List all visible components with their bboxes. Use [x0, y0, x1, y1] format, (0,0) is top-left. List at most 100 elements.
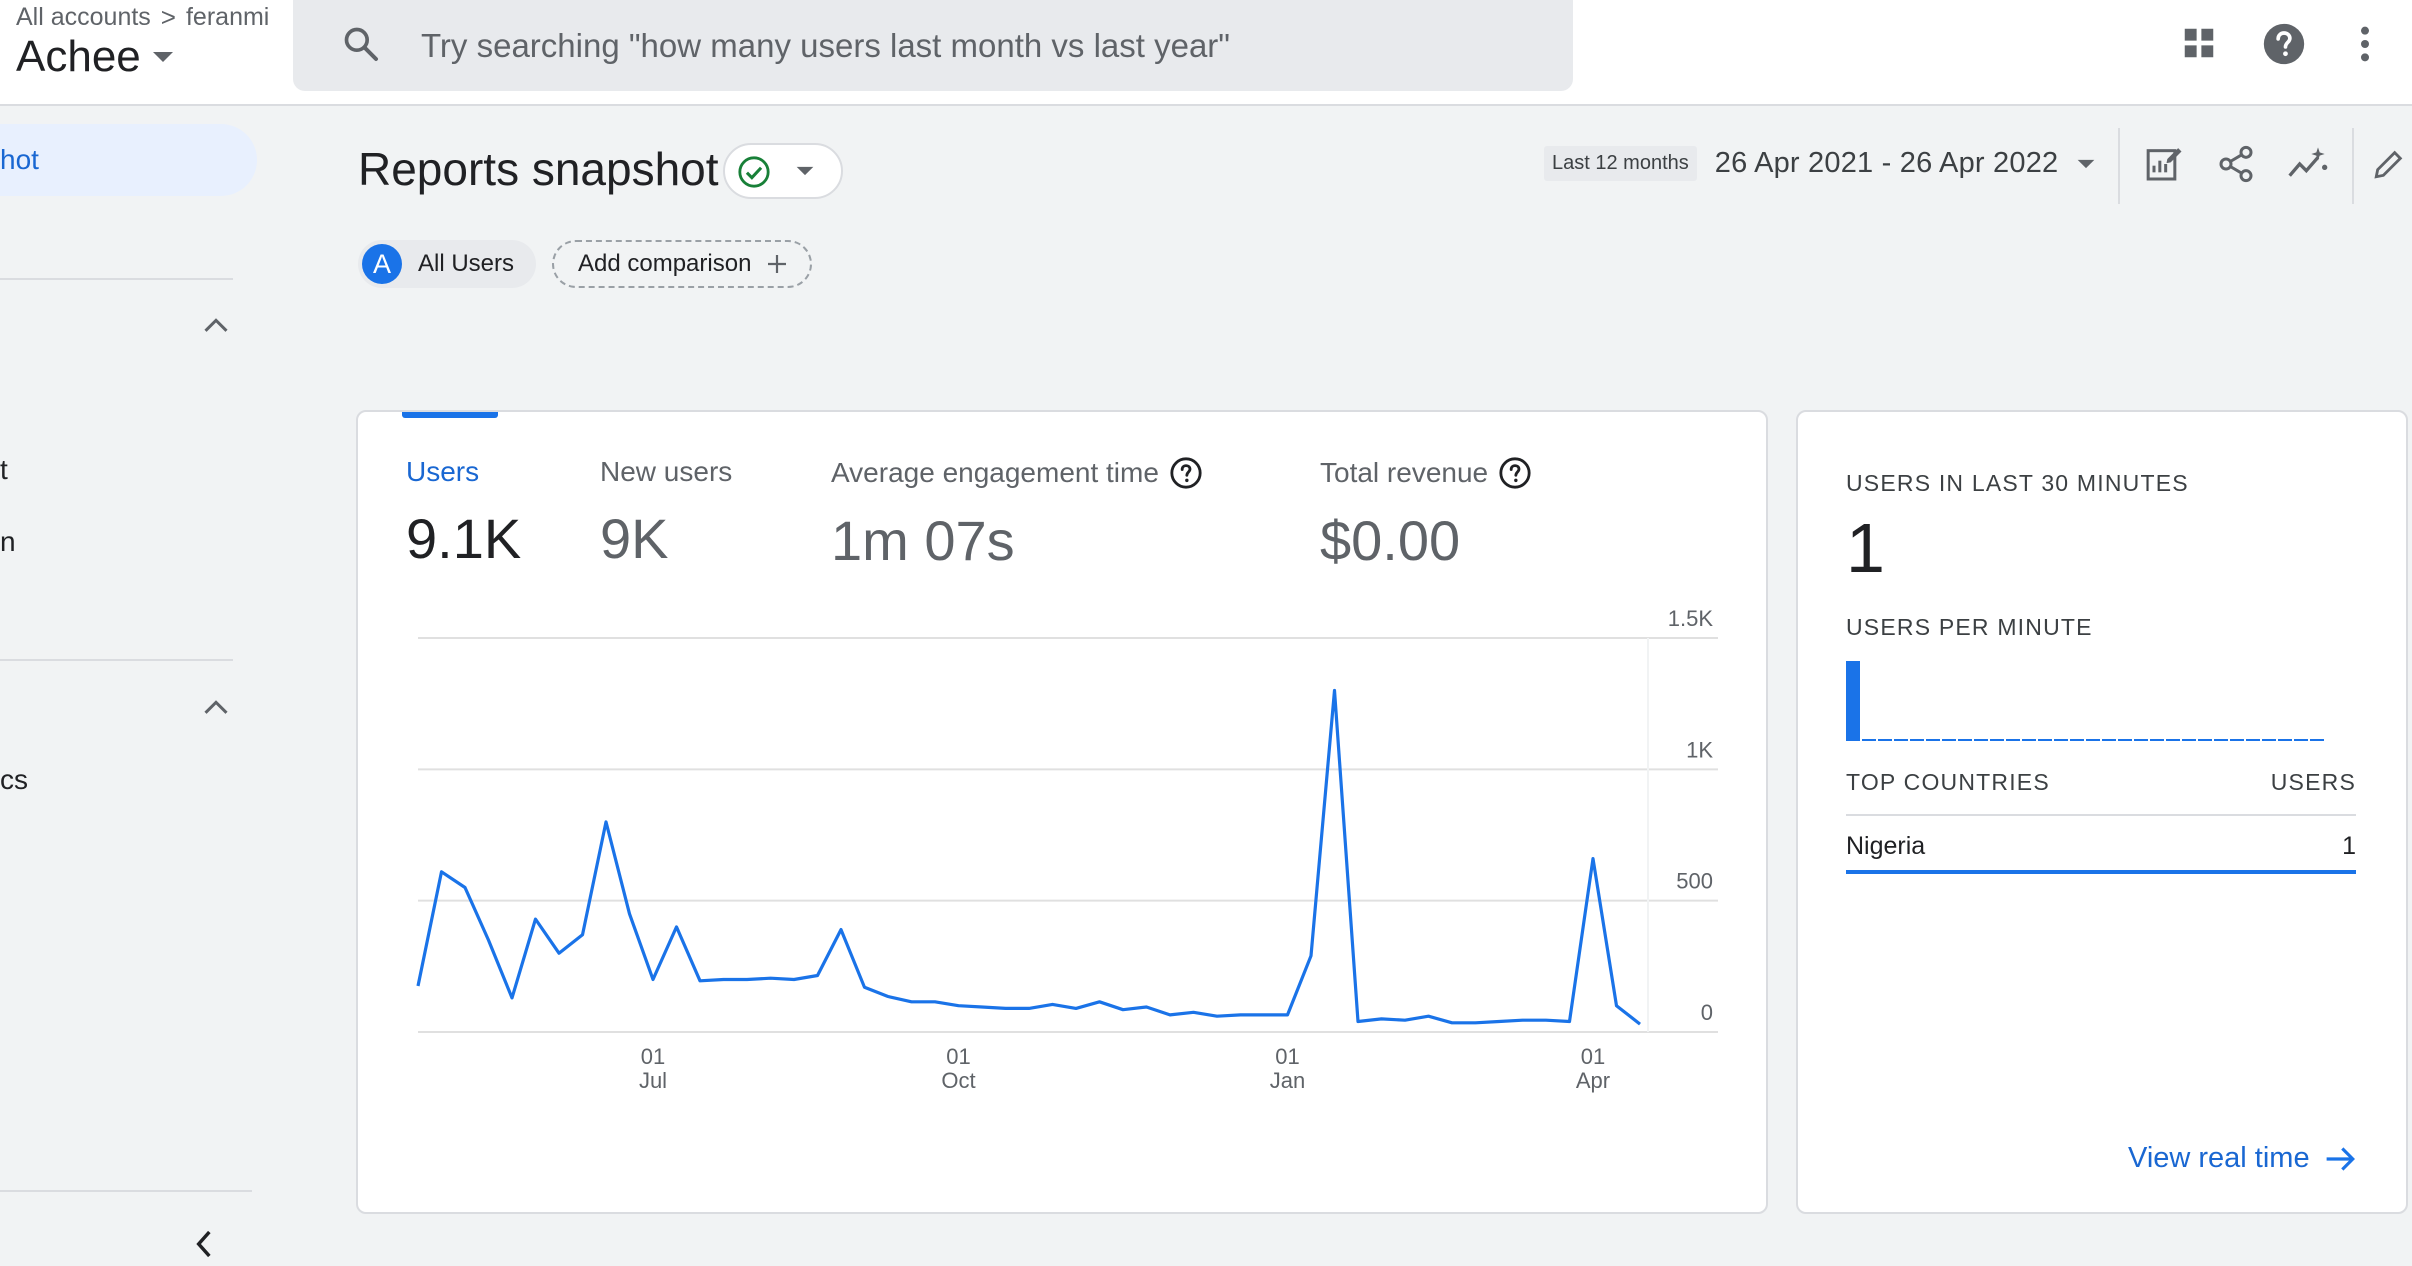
per-minute-bar	[1942, 739, 1956, 741]
property-selector[interactable]: Achee	[16, 32, 175, 82]
metric-tab-engagement-time[interactable]: Average engagement time 1m 07s	[831, 456, 1203, 573]
users-per-minute-chart	[1846, 661, 2324, 741]
per-minute-bar	[1862, 739, 1876, 741]
per-minute-bar	[2086, 739, 2100, 741]
per-minute-bar	[2214, 739, 2228, 741]
breadcrumb[interactable]: All accounts > feranmi	[16, 2, 269, 33]
breadcrumb-root[interactable]: All accounts	[16, 3, 151, 31]
realtime-card: USERS IN LAST 30 MINUTES 1 USERS PER MIN…	[1796, 410, 2408, 1214]
x-tick-day-label: 01	[641, 1044, 665, 1069]
y-tick-label: 500	[1676, 869, 1713, 894]
nav-divider	[0, 1190, 252, 1192]
per-minute-bar	[2182, 739, 2196, 741]
x-tick-month-label: Oct	[941, 1068, 975, 1093]
country-name: Nigeria	[1846, 832, 1926, 860]
y-tick-label: 0	[1701, 1000, 1713, 1025]
per-minute-bar	[2054, 739, 2068, 741]
page-title: Reports snapshot	[358, 143, 719, 195]
sidebar-item-reports-snapshot[interactable]: hot	[0, 124, 257, 196]
sidebar-item-label: hot	[0, 144, 39, 175]
search-icon	[344, 27, 378, 61]
toolbar-divider	[2352, 128, 2354, 204]
country-share-bar	[1846, 870, 2356, 874]
per-minute-bar	[2230, 739, 2244, 741]
chevron-up-icon[interactable]	[202, 698, 230, 716]
metric-label: Users	[406, 456, 480, 487]
nav-divider	[0, 659, 233, 661]
sidebar-item-2[interactable]: n	[0, 526, 16, 557]
x-tick-month-label: Apr	[1576, 1068, 1610, 1093]
comparison-chip-all-users[interactable]: A All Users	[358, 240, 536, 288]
countries-header: TOP COUNTRIES	[1846, 769, 2050, 795]
countries-table-header: TOP COUNTRIES USERS	[1846, 769, 2356, 796]
view-real-time-link[interactable]: View real time	[2128, 1142, 2358, 1175]
date-preset-label: Last 12 months	[1544, 146, 1697, 181]
metric-value: 1m 07s	[831, 509, 1015, 572]
per-minute-bar	[1846, 661, 1860, 741]
edit-icon[interactable]	[2372, 146, 2406, 182]
table-row: Nigeria 1	[1846, 832, 2356, 861]
collapse-nav-icon[interactable]	[192, 1228, 216, 1260]
metric-tab-new-users[interactable]: New users 9K	[600, 456, 732, 571]
metric-tab-users[interactable]: Users 9.1K	[406, 456, 521, 571]
metric-label: Average engagement time	[831, 457, 1159, 488]
status-dropdown[interactable]	[723, 143, 843, 199]
chevron-up-icon[interactable]	[202, 316, 230, 334]
per-minute-bar	[2134, 739, 2148, 741]
breadcrumb-separator: >	[160, 2, 176, 32]
help-outline-icon[interactable]	[1169, 456, 1203, 490]
per-minute-bar	[2166, 739, 2180, 741]
check-circle-icon	[738, 156, 770, 188]
metric-label: New users	[600, 456, 733, 487]
per-minute-bar	[1878, 739, 1892, 741]
metric-label: Total revenue	[1320, 457, 1489, 488]
more-vert-icon[interactable]	[2350, 24, 2380, 64]
add-comparison-button[interactable]: Add comparison	[552, 240, 812, 288]
metric-value: $0.00	[1320, 509, 1461, 572]
add-comparison-label: Add comparison	[578, 250, 752, 277]
plus-icon	[768, 255, 787, 273]
per-minute-bar	[2006, 739, 2020, 741]
property-name[interactable]: Achee	[16, 32, 141, 81]
apps-grid-icon[interactable]	[2180, 24, 2218, 62]
metric-value: 9.1K	[406, 507, 522, 570]
per-minute-bar	[1910, 739, 1924, 741]
per-minute-bar	[2246, 739, 2260, 741]
date-range-value[interactable]: 26 Apr 2021 - 26 Apr 2022	[1714, 147, 2059, 179]
search-input[interactable]	[419, 14, 1543, 78]
metric-tab-total-revenue[interactable]: Total revenue $0.00	[1320, 456, 1532, 573]
customize-report-icon[interactable]	[2144, 144, 2184, 184]
share-icon[interactable]	[2216, 144, 2256, 184]
caret-down-icon	[2078, 159, 2095, 168]
sidebar-item-3[interactable]: cs	[0, 764, 28, 795]
per-minute-bar	[2262, 739, 2276, 741]
per-minute-bar	[2038, 739, 2052, 741]
users-header: USERS	[2270, 769, 2356, 795]
comparison-label: All Users	[418, 250, 515, 277]
per-minute-bar	[1974, 739, 1988, 741]
users-30min-label: USERS IN LAST 30 MINUTES	[1846, 470, 2189, 496]
caret-down-icon	[152, 52, 173, 62]
y-tick-label: 1K	[1686, 737, 1713, 762]
help-outline-icon[interactable]	[1498, 456, 1532, 490]
per-minute-bar	[2310, 739, 2324, 741]
insights-icon[interactable]	[2286, 144, 2330, 184]
per-minute-bar	[2118, 739, 2132, 741]
per-minute-bar	[2198, 739, 2212, 741]
per-minute-bar	[2102, 739, 2116, 741]
date-range-picker[interactable]: Last 12 months 26 Apr 2021 - 26 Apr 2022	[1544, 146, 2096, 181]
x-tick-day-label: 01	[1275, 1044, 1299, 1069]
view-real-time-label: View real time	[2128, 1142, 2310, 1174]
sidebar-item-1[interactable]: t	[0, 454, 8, 485]
per-minute-bar	[1990, 739, 2004, 741]
arrow-right-icon	[2326, 1146, 2355, 1171]
x-tick-month-label: Jan	[1270, 1068, 1305, 1093]
search-bar[interactable]	[293, 0, 1573, 91]
nav-divider	[0, 278, 233, 280]
caret-down-icon	[796, 166, 814, 176]
help-icon[interactable]	[2262, 22, 2306, 66]
per-minute-bar	[2070, 739, 2084, 741]
breadcrumb-account[interactable]: feranmi	[185, 3, 270, 31]
per-minute-bar	[1894, 739, 1908, 741]
